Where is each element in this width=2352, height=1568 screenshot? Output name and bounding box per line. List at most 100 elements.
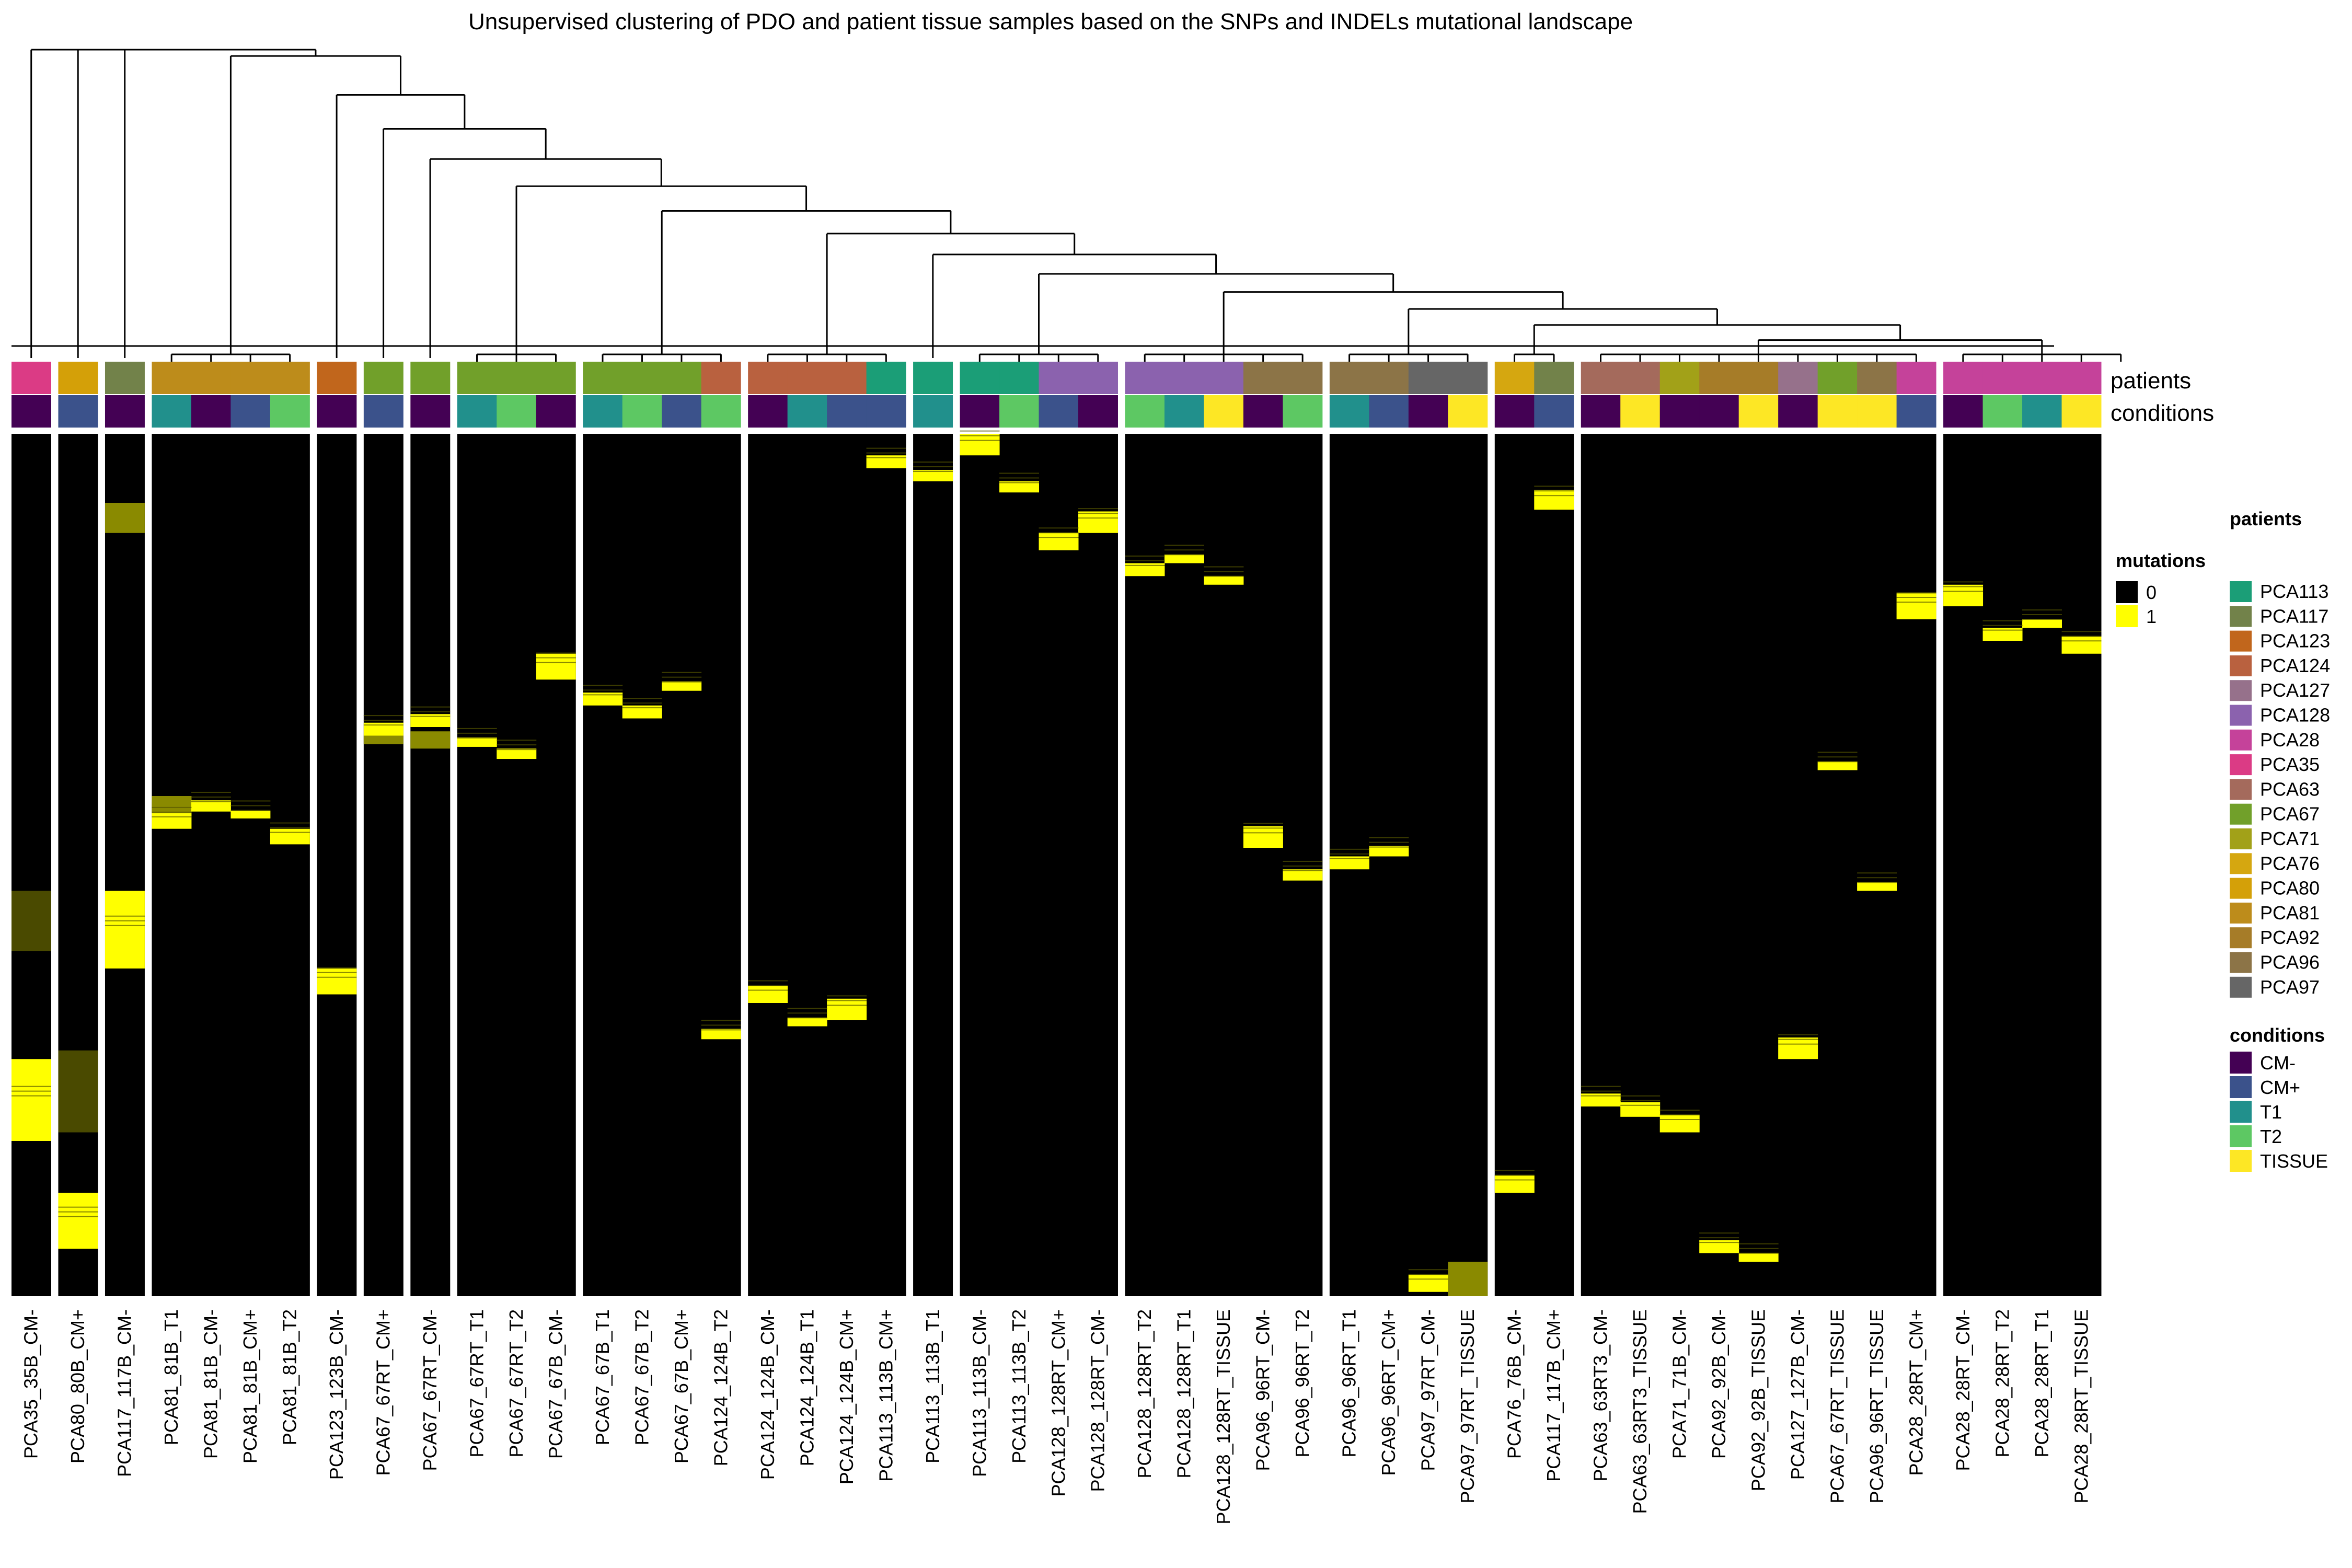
mutation-streak xyxy=(1817,761,1858,763)
legend-swatch xyxy=(2230,1076,2252,1098)
patient-cell xyxy=(1125,362,1165,394)
mutation-streak xyxy=(1620,1104,1661,1106)
mutation-block xyxy=(457,737,497,747)
legend-swatch xyxy=(2230,581,2252,602)
heatmap-column xyxy=(1125,434,1165,1296)
mutation-streak xyxy=(1039,537,1079,538)
condition-cell xyxy=(1369,395,1409,428)
legend-label: PCA76 xyxy=(2260,852,2320,874)
condition-cell xyxy=(1581,395,1621,428)
heatmap-column xyxy=(1408,434,1448,1296)
mutation-block xyxy=(11,1059,51,1141)
mutation-streak xyxy=(1896,592,1936,593)
mutation-streak xyxy=(1283,870,1323,871)
heatmap-body xyxy=(11,430,2102,1296)
patient-cell xyxy=(1204,362,1244,394)
condition-cell xyxy=(1982,395,2023,428)
mutation-streak xyxy=(1078,508,1118,510)
mutation-streak xyxy=(1125,560,1165,561)
column-label: PCA67_67RT_T1 xyxy=(466,1309,488,1458)
condition-cell xyxy=(1039,395,1079,428)
mutation-block xyxy=(787,1018,827,1027)
column-label: PCA63_63RT3_TISSUE xyxy=(1629,1309,1651,1514)
mutation-block xyxy=(1283,869,1323,881)
column-label: PCA96_96RT_T2 xyxy=(1292,1309,1313,1458)
heatmap-column xyxy=(1243,434,1283,1296)
condition-cell xyxy=(1408,395,1448,428)
mutation-streak xyxy=(1699,1237,1739,1239)
mutation-block xyxy=(960,434,1000,456)
mutation-streak xyxy=(1857,882,1897,883)
patient-cell xyxy=(191,362,231,394)
condition-cell xyxy=(662,395,702,428)
mutation-streak xyxy=(536,652,576,654)
heatmap-column xyxy=(11,434,51,1296)
mutation-streak xyxy=(1778,1034,1818,1035)
legend-label: PCA96 xyxy=(2260,952,2320,973)
patient-cell xyxy=(622,362,662,394)
condition-cell xyxy=(1204,395,1244,428)
heatmap-column xyxy=(1896,434,1936,1296)
legend-swatch xyxy=(2230,1052,2252,1074)
legend-swatch xyxy=(2230,976,2252,998)
mutation-streak xyxy=(1620,1100,1661,1101)
mutation-streak xyxy=(1369,846,1409,848)
mutation-streak xyxy=(230,810,271,811)
legend-patients-title: patients xyxy=(2230,508,2302,529)
patient-cell xyxy=(2022,362,2062,394)
mutation-streak xyxy=(1659,1119,1700,1120)
heatmap-column xyxy=(191,434,231,1296)
mutation-streak xyxy=(1699,1232,1739,1234)
mutation-block xyxy=(1078,511,1118,533)
condition-cell xyxy=(1078,395,1118,428)
patient-cell xyxy=(1243,362,1283,394)
mutation-streak xyxy=(105,915,145,917)
mutation-streak xyxy=(1283,865,1323,867)
patient-cell xyxy=(1369,362,1409,394)
column-label: PCA97_97RT_CM- xyxy=(1417,1309,1439,1471)
column-label: PCA96_96RT_TISSUE xyxy=(1866,1309,1887,1504)
legend-label: PCA97 xyxy=(2260,976,2320,998)
mutation-block xyxy=(152,796,192,813)
mutation-block xyxy=(363,735,403,744)
column-label: PCA67_67RT_CM+ xyxy=(373,1309,394,1476)
condition-cell xyxy=(1164,395,1204,428)
legend-label: PCA67 xyxy=(2260,803,2320,825)
mutation-streak xyxy=(1164,549,1204,551)
mutation-streak xyxy=(1659,1110,1700,1111)
mutation-streak xyxy=(1896,597,1936,598)
legend-conditions: conditions CM- CM+ T1 T2 TISSUE xyxy=(2230,1024,2328,1172)
mutation-streak xyxy=(787,1012,827,1014)
mutation-block xyxy=(1778,1037,1818,1059)
mutation-streak xyxy=(1738,1252,1779,1254)
heatmap-column xyxy=(230,434,271,1296)
patient-cell xyxy=(1164,362,1204,394)
mutation-streak xyxy=(536,657,576,659)
patient-cell xyxy=(105,362,145,394)
legend-swatch xyxy=(2230,902,2252,924)
heatmap-column xyxy=(1534,434,1574,1296)
patient-cell xyxy=(1329,362,1369,394)
mutation-block xyxy=(1448,1262,1488,1296)
mutation-streak xyxy=(536,662,576,663)
legend-swatch xyxy=(2230,705,2252,726)
condition-cell xyxy=(410,395,451,428)
column-label: PCA113_113B_CM+ xyxy=(875,1309,896,1482)
column-label: PCA113_113B_T1 xyxy=(922,1309,943,1463)
column-label: PCA128_128RT_T1 xyxy=(1173,1309,1195,1479)
mutation-streak xyxy=(58,1216,98,1217)
patient-cell xyxy=(827,362,867,394)
mutation-streak xyxy=(1534,490,1574,492)
mutation-block xyxy=(270,828,310,845)
mutation-streak xyxy=(11,1086,51,1087)
mutation-streak xyxy=(1494,1179,1535,1181)
column-label: PCA127_127B_CM- xyxy=(1787,1309,1808,1480)
mutation-block xyxy=(1243,826,1283,848)
heatmap-column xyxy=(583,434,623,1296)
legend-swatch xyxy=(2230,878,2252,899)
mutation-streak xyxy=(1283,860,1323,862)
mutation-streak xyxy=(1738,1248,1779,1249)
heatmap-column xyxy=(2061,434,2102,1296)
column-label: PCA124_124B_CM+ xyxy=(836,1309,857,1484)
mutation-streak xyxy=(1943,586,1984,587)
